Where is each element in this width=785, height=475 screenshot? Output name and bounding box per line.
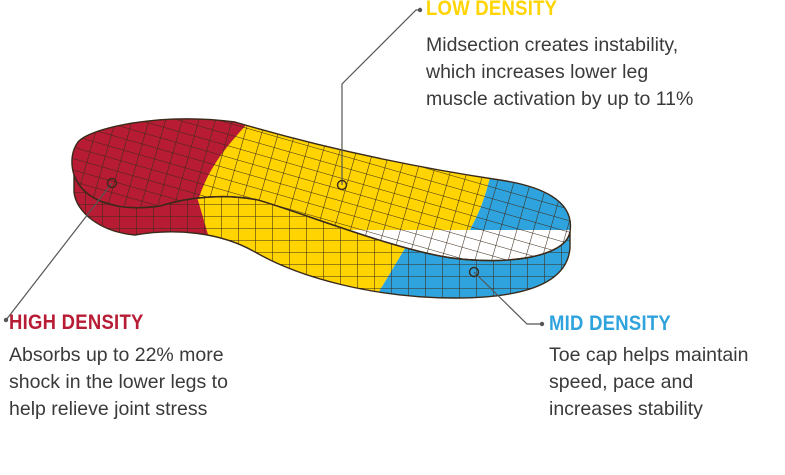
high-density-line: shock in the lower legs to [9, 371, 228, 393]
high-density-leader-line [5, 182, 113, 321]
high-density-marker-icon [106, 177, 118, 189]
mid-density-description: Toe cap helps maintain speed, pace and i… [549, 342, 748, 423]
high-density-line: Absorbs up to 22% more [9, 344, 224, 366]
low-density-line: muscle activation by up to 11% [426, 88, 694, 110]
low-density-description: Midsection creates instability, which in… [426, 32, 693, 113]
low-density-title: LOW DENSITY [426, 0, 558, 20]
low-density-marker-icon [336, 179, 348, 191]
mid-density-line: speed, pace and [549, 371, 694, 393]
high-density-end-dot [3, 317, 9, 323]
mid-density-end-dot [539, 321, 545, 327]
low-density-end-dot [417, 7, 423, 13]
mid-density-title: MID DENSITY [549, 312, 672, 335]
low-density-line: which increases lower leg [426, 61, 649, 83]
high-density-line: help relieve joint stress [9, 398, 208, 420]
low-density-line: Midsection creates instability, [426, 34, 679, 56]
mid-density-line: Toe cap helps maintain [549, 344, 749, 366]
mid-density-leader-line [473, 271, 541, 325]
high-density-title: HIGH DENSITY [9, 311, 144, 334]
high-density-description: Absorbs up to 22% more shock in the lowe… [9, 342, 228, 423]
mid-density-line: increases stability [549, 398, 703, 420]
mid-density-marker-icon [468, 266, 480, 278]
